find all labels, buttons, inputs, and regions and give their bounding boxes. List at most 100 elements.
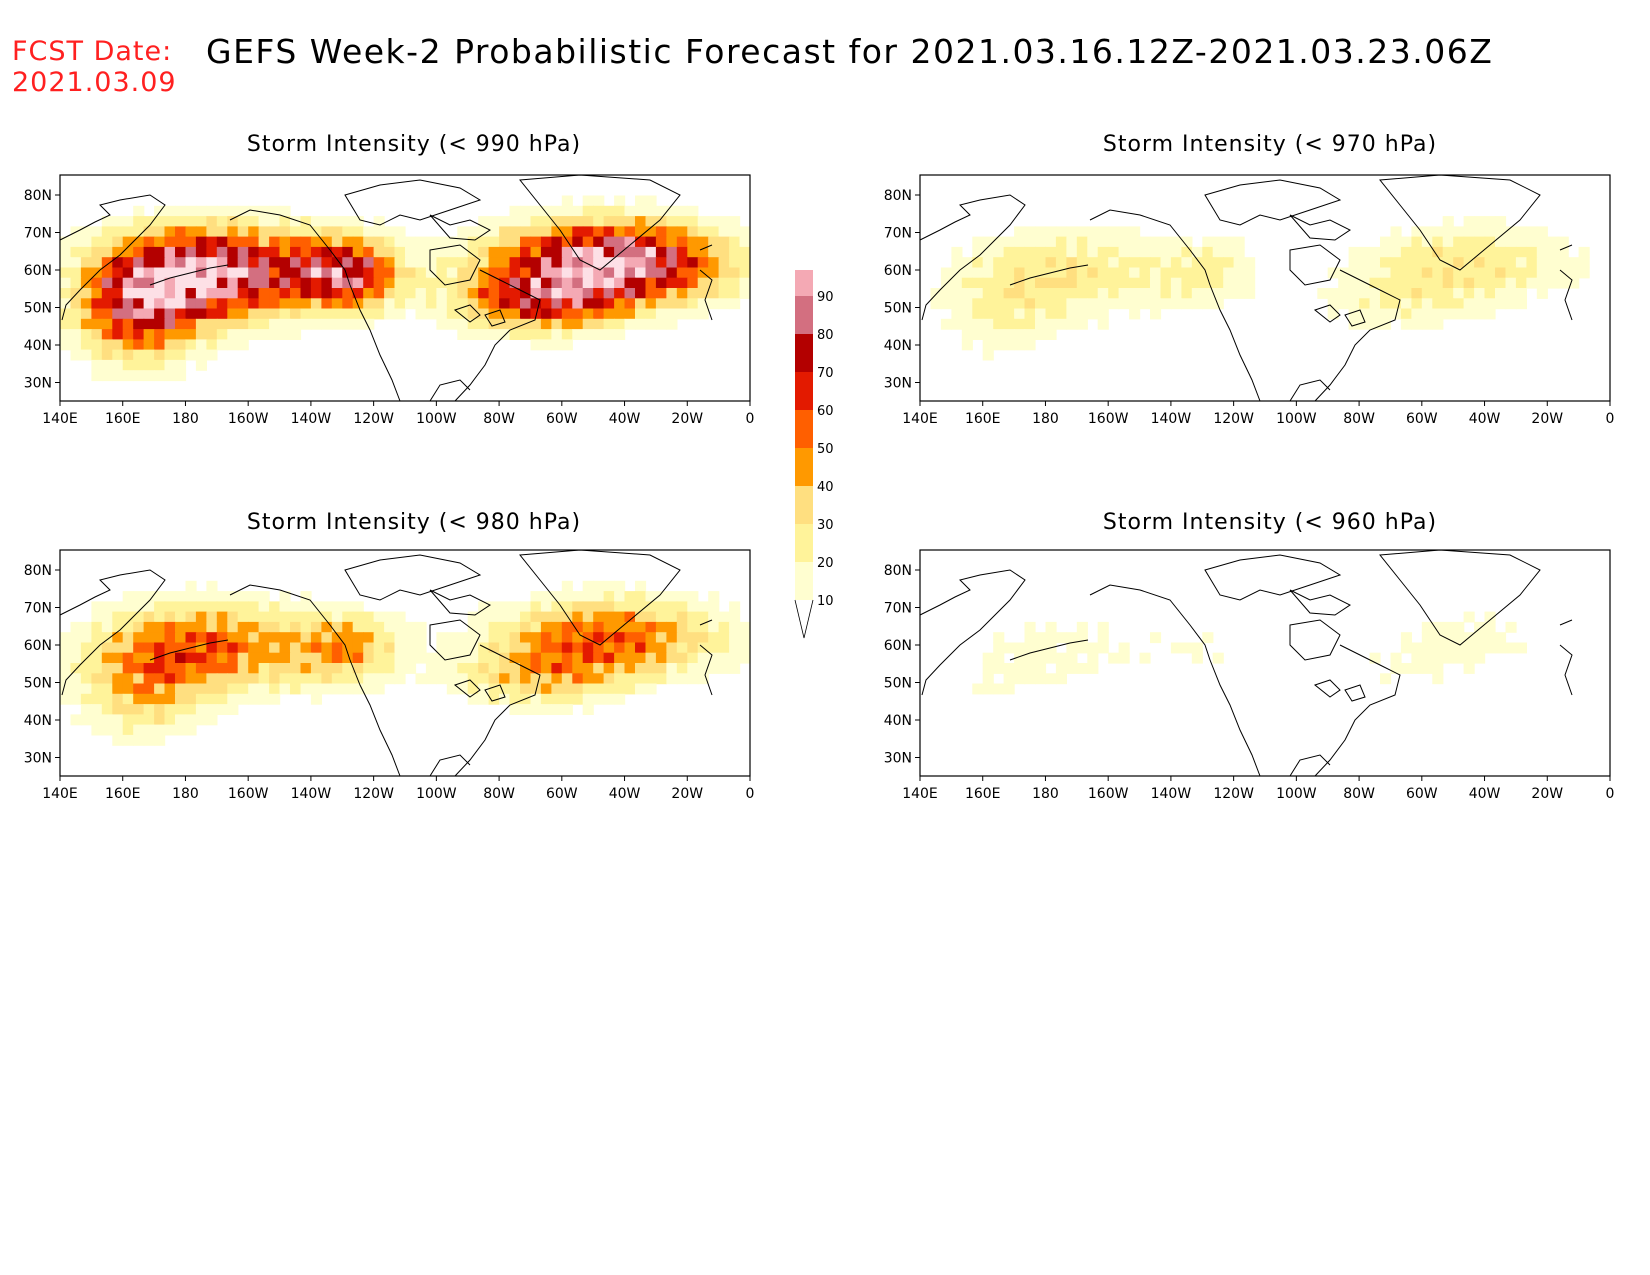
lon-tick-label: 160E	[105, 411, 141, 427]
prob-cell	[1076, 663, 1088, 674]
prob-cell	[666, 308, 678, 320]
prob-cell	[363, 246, 375, 258]
prob-cell	[154, 288, 166, 299]
prob-cell	[499, 632, 511, 644]
prob-cell	[1411, 257, 1423, 269]
prob-cell	[164, 288, 176, 299]
prob-cell	[321, 236, 333, 248]
prob-cell	[154, 693, 166, 705]
prob-cell	[561, 267, 573, 279]
prob-cell	[1432, 663, 1444, 674]
prob-cell	[739, 257, 751, 269]
prob-cell	[60, 308, 72, 320]
prob-cell	[718, 621, 730, 633]
prob-cell	[1014, 246, 1026, 258]
prob-cell	[1035, 298, 1047, 310]
prob-cell	[572, 683, 584, 695]
prob-cell	[446, 257, 458, 269]
prob-cell	[1045, 621, 1057, 633]
prob-cell	[635, 236, 647, 248]
prob-cell	[1233, 246, 1245, 258]
prob-cell	[520, 277, 532, 289]
prob-cell	[290, 246, 302, 258]
prob-cell	[993, 236, 1005, 248]
prob-cell	[227, 205, 239, 217]
prob-cell	[520, 611, 532, 623]
prob-cell	[133, 359, 145, 371]
prob-cell	[206, 693, 218, 705]
prob-cell	[676, 226, 688, 238]
prob-cell	[300, 591, 312, 602]
prob-cell	[394, 288, 406, 299]
prob-cell	[551, 318, 563, 330]
colorbar-bottom-arrow	[794, 599, 814, 639]
prob-cell	[708, 246, 720, 258]
prob-cell	[635, 611, 647, 623]
prob-cell	[739, 632, 751, 644]
prob-cell	[122, 663, 134, 674]
prob-cell	[363, 673, 375, 685]
prob-cell	[645, 246, 657, 258]
prob-cell	[300, 652, 312, 664]
prob-cell	[488, 318, 500, 330]
prob-cell	[488, 642, 500, 654]
prob-cell	[708, 663, 720, 674]
prob-cell	[185, 288, 197, 299]
prob-cell	[216, 591, 228, 602]
prob-cell	[1463, 663, 1475, 674]
prob-cell	[1432, 308, 1444, 320]
prob-cell	[614, 663, 626, 674]
prob-cell	[603, 288, 615, 299]
prob-cell	[310, 257, 322, 269]
prob-cell	[133, 724, 145, 736]
prob-cell	[1505, 236, 1517, 248]
prob-cell	[363, 308, 375, 320]
prob-cell	[175, 329, 187, 340]
prob-cell	[488, 663, 500, 674]
prob-cell	[1035, 267, 1047, 279]
prob-cell	[342, 642, 354, 654]
map-panel-980: 140E 160E 180 160W 140W 120W 100W 80W 60W 40W 20W 0…	[24, 549, 754, 802]
prob-cell	[540, 246, 552, 258]
prob-cell	[352, 642, 364, 654]
prob-cell	[112, 329, 124, 340]
prob-cell	[1003, 257, 1015, 269]
prob-cell	[561, 205, 573, 217]
prob-cell	[624, 236, 636, 248]
prob-cell	[972, 318, 984, 330]
prob-cell	[603, 673, 615, 685]
prob-cell	[603, 652, 615, 664]
prob-cell	[60, 246, 72, 258]
panel-title-990: Storm Intensity (< 990 hPa)	[246, 132, 582, 157]
prob-cell	[1066, 267, 1078, 279]
prob-cell	[122, 621, 134, 633]
coast-path	[1313, 679, 1341, 698]
prob-cell	[1327, 298, 1339, 310]
prob-cell	[551, 298, 563, 310]
prob-cell	[1453, 246, 1465, 258]
prob-cell	[342, 652, 354, 664]
prob-cell	[1390, 226, 1402, 238]
probability-shading	[930, 216, 1590, 361]
prob-cell	[154, 298, 166, 310]
prob-cell	[352, 277, 364, 289]
prob-cell	[195, 257, 207, 269]
prob-cell	[122, 370, 134, 382]
prob-cell	[342, 611, 354, 623]
prob-cell	[331, 611, 343, 623]
prob-cell	[363, 288, 375, 299]
prob-cell	[1453, 257, 1465, 269]
prob-cell	[248, 642, 260, 654]
prob-cell	[112, 370, 124, 382]
prob-cell	[206, 277, 218, 289]
prob-cell	[697, 277, 709, 289]
lon-tick-label: 120W	[353, 786, 394, 802]
prob-cell	[530, 591, 542, 602]
prob-cell	[185, 693, 197, 705]
prob-cell	[729, 298, 741, 310]
prob-cell	[133, 257, 145, 269]
prob-cell	[993, 329, 1005, 340]
prob-cell	[1338, 277, 1350, 289]
prob-cell	[122, 704, 134, 715]
prob-cell	[509, 277, 521, 289]
